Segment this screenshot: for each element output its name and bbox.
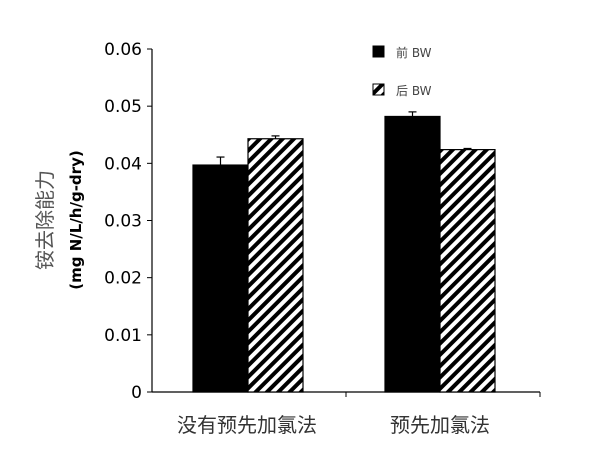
y-tick-label: 0.06: [104, 40, 142, 60]
legend-swatch: [372, 45, 385, 58]
x-tick-label: 没有预先加氯法: [177, 413, 317, 437]
legend-swatch: [372, 83, 385, 96]
y-tick-label: 0.04: [104, 154, 142, 174]
y-tick-label: 0: [131, 383, 142, 403]
bar: [247, 138, 304, 393]
legend-label: 后 BW: [396, 84, 432, 98]
y-tick-label: 0.05: [104, 97, 142, 117]
x-tick-label: 预先加氯法: [390, 413, 490, 437]
y-axis-label: 铵去除能力: [33, 170, 57, 270]
y-tick-label: 0.02: [104, 269, 142, 289]
bar: [439, 149, 496, 393]
legend-label: 前 BW: [396, 45, 432, 60]
bar: [384, 115, 441, 393]
y-tick-label: 0.03: [104, 212, 142, 232]
bar: [192, 164, 249, 393]
y-axis-unit: (mg N/L/h/g-dry): [67, 150, 85, 289]
y-tick-label: 0.01: [104, 326, 142, 346]
